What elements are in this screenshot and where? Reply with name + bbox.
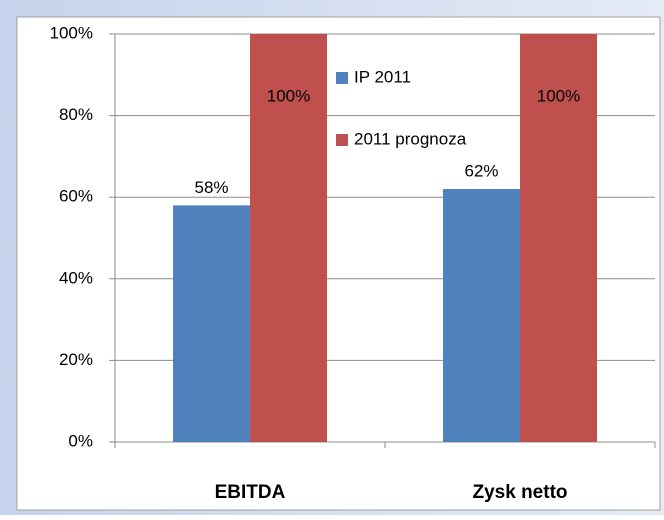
- legend-label: 2011 prognoza: [354, 129, 467, 148]
- legend-swatch: [336, 72, 348, 84]
- y-tick-label: 60%: [59, 187, 93, 206]
- bar: [443, 189, 520, 442]
- data-label: 100%: [537, 86, 580, 105]
- legend-label: IP 2011: [354, 67, 411, 86]
- x-tick-label: EBITDA: [215, 482, 286, 503]
- x-tick-label: Zysk netto: [472, 482, 567, 503]
- bar: [173, 205, 250, 442]
- y-tick-label: 80%: [59, 105, 93, 124]
- data-label: 62%: [464, 162, 498, 181]
- y-tick-label: 0%: [68, 431, 93, 450]
- data-label: 100%: [267, 86, 310, 105]
- bar: [520, 34, 597, 442]
- y-tick-label: 40%: [59, 268, 93, 287]
- data-label: 58%: [194, 178, 228, 197]
- y-tick-label: 100%: [50, 23, 93, 42]
- y-tick-label: 20%: [59, 350, 93, 369]
- bar: [250, 34, 327, 442]
- legend-swatch: [336, 134, 348, 146]
